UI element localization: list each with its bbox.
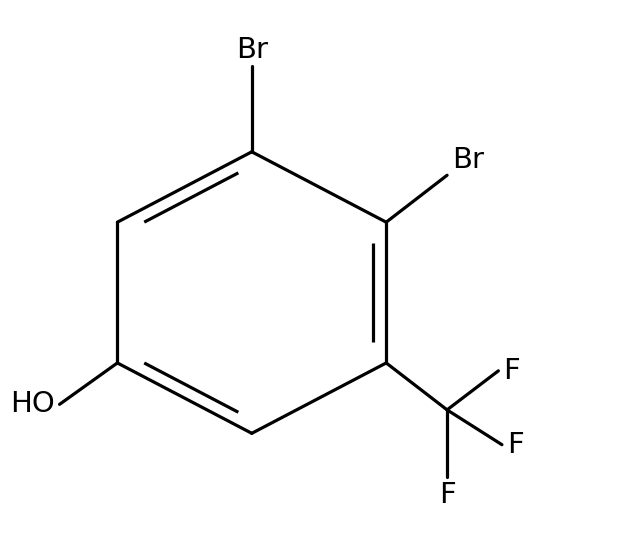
Text: Br: Br	[236, 36, 268, 64]
Text: F: F	[439, 481, 455, 509]
Text: HO: HO	[10, 390, 55, 418]
Text: F: F	[503, 357, 520, 385]
Text: F: F	[507, 431, 524, 459]
Text: Br: Br	[452, 146, 484, 174]
